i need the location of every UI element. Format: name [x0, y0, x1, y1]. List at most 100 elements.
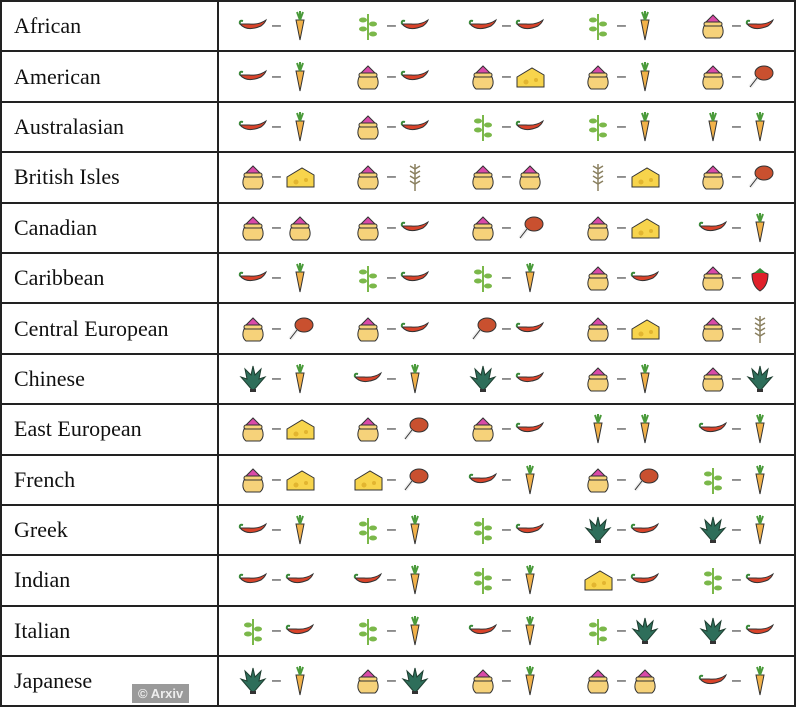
pair-separator: – — [272, 218, 281, 236]
ingredient-pair: – — [564, 61, 679, 93]
pair-separator: – — [502, 369, 511, 387]
chili-icon — [238, 573, 268, 584]
ingredient-pair: – — [334, 665, 449, 697]
ingredient-pair: – — [219, 212, 334, 244]
cuisine-label: Australasian — [0, 100, 219, 154]
strawberry-icon — [751, 268, 769, 292]
ingredient-pairs-cell: – – – – – — [217, 151, 796, 204]
pot-icon — [472, 669, 494, 694]
carrot-icon — [295, 515, 305, 545]
ingredient-pairs-cell: – – – – – — [217, 201, 796, 254]
cheese-icon — [631, 218, 660, 239]
pair-separator: – — [502, 218, 511, 236]
pair-separator: – — [387, 420, 396, 438]
cuisine-label: African — [0, 0, 219, 53]
pot-icon — [242, 316, 264, 342]
herb-icon — [589, 114, 608, 141]
pair-separator: – — [617, 168, 626, 186]
ingredient-pair: – — [449, 161, 564, 193]
cheese-icon — [516, 66, 545, 88]
pair-separator: – — [502, 168, 511, 186]
ingredient-pair: – — [679, 313, 794, 345]
meat-icon — [403, 417, 429, 441]
pot-icon — [702, 14, 724, 39]
carrot-icon — [640, 414, 650, 444]
herb-icon — [359, 518, 378, 545]
ingredient-pair: – — [219, 514, 334, 546]
ingredient-pair: – — [564, 564, 679, 596]
ingredient-pair: – — [679, 464, 794, 496]
ingredient-pair: – — [679, 10, 794, 42]
cheese-icon — [286, 470, 315, 491]
ingredient-pairs-cell: – – – – – — [217, 50, 796, 103]
carrot-icon — [525, 666, 535, 696]
pair-separator: – — [732, 269, 741, 287]
pair-separator: – — [387, 521, 396, 539]
ingredient-pair: – — [679, 111, 794, 143]
cuisine-label: Greek — [0, 503, 219, 557]
ingredient-pair: – — [679, 161, 794, 193]
pair-separator: – — [617, 269, 626, 287]
ingredient-pair: – — [219, 262, 334, 294]
table-row: Caribbean – – – – – — [0, 251, 796, 305]
carrot-icon — [525, 464, 535, 494]
ingredient-pair: – — [449, 514, 564, 546]
chili-icon — [745, 573, 774, 584]
carrot-icon — [640, 111, 650, 142]
ingredient-pair: – — [449, 464, 564, 496]
leafy-icon — [584, 516, 612, 544]
pair-separator: – — [387, 621, 396, 639]
carrot-icon — [755, 212, 765, 242]
pair-separator: – — [732, 218, 741, 236]
chili-icon — [400, 18, 429, 30]
ingredient-pair: – — [334, 564, 449, 596]
ingredient-pair: – — [334, 111, 449, 143]
meat-icon — [633, 468, 659, 491]
ingredient-pair: – — [449, 413, 564, 445]
ingredient-pair: – — [449, 212, 564, 244]
herb-icon — [589, 14, 608, 41]
table-row: Chinese – – – – – — [0, 352, 796, 406]
ingredient-pair: – — [564, 161, 679, 193]
pot-icon — [357, 165, 379, 190]
pair-separator: – — [617, 17, 626, 35]
table-row: Japanese – – – – – — [0, 655, 796, 707]
carrot-icon — [755, 111, 765, 142]
ingredient-pairs-cell: – – – – – — [217, 302, 796, 355]
leafy-icon — [631, 617, 659, 644]
leafy-icon — [746, 365, 774, 392]
ingredient-pair: – — [334, 464, 449, 496]
pair-separator: – — [387, 67, 396, 85]
ingredient-pair: – — [334, 363, 449, 395]
ingredient-pairs-cell: – – – – – — [217, 604, 796, 658]
ingredient-pair: – — [334, 514, 449, 546]
cuisine-label: Canadian — [0, 201, 219, 254]
ingredient-pair: – — [334, 61, 449, 93]
pair-separator: – — [617, 117, 626, 135]
cheese-icon — [584, 570, 613, 591]
ingredient-pair: – — [564, 111, 679, 143]
ingredient-pair: – — [219, 111, 334, 143]
chili-icon — [698, 422, 728, 433]
pot-icon — [702, 316, 724, 342]
ingredient-pair: – — [219, 615, 334, 647]
ingredient-pair: – — [219, 363, 334, 395]
wheat-icon — [409, 164, 421, 192]
pair-separator: – — [502, 67, 511, 85]
ingredient-pairs-cell: – – – – – — [217, 251, 796, 305]
carrot-icon — [410, 515, 420, 545]
carrot-icon — [295, 666, 305, 696]
ingredient-pair: – — [219, 313, 334, 345]
carrot-icon — [525, 263, 535, 293]
pair-separator: – — [387, 168, 396, 186]
pair-separator: – — [732, 369, 741, 387]
ingredient-pair: – — [334, 615, 449, 647]
cuisine-label: East European — [0, 403, 219, 456]
chili-icon — [238, 18, 268, 30]
cheese-icon — [631, 318, 660, 340]
ingredient-pair: – — [449, 665, 564, 697]
pot-icon — [242, 417, 264, 442]
pair-separator: – — [502, 672, 511, 690]
herb-icon — [244, 618, 263, 645]
herb-icon — [589, 618, 608, 645]
